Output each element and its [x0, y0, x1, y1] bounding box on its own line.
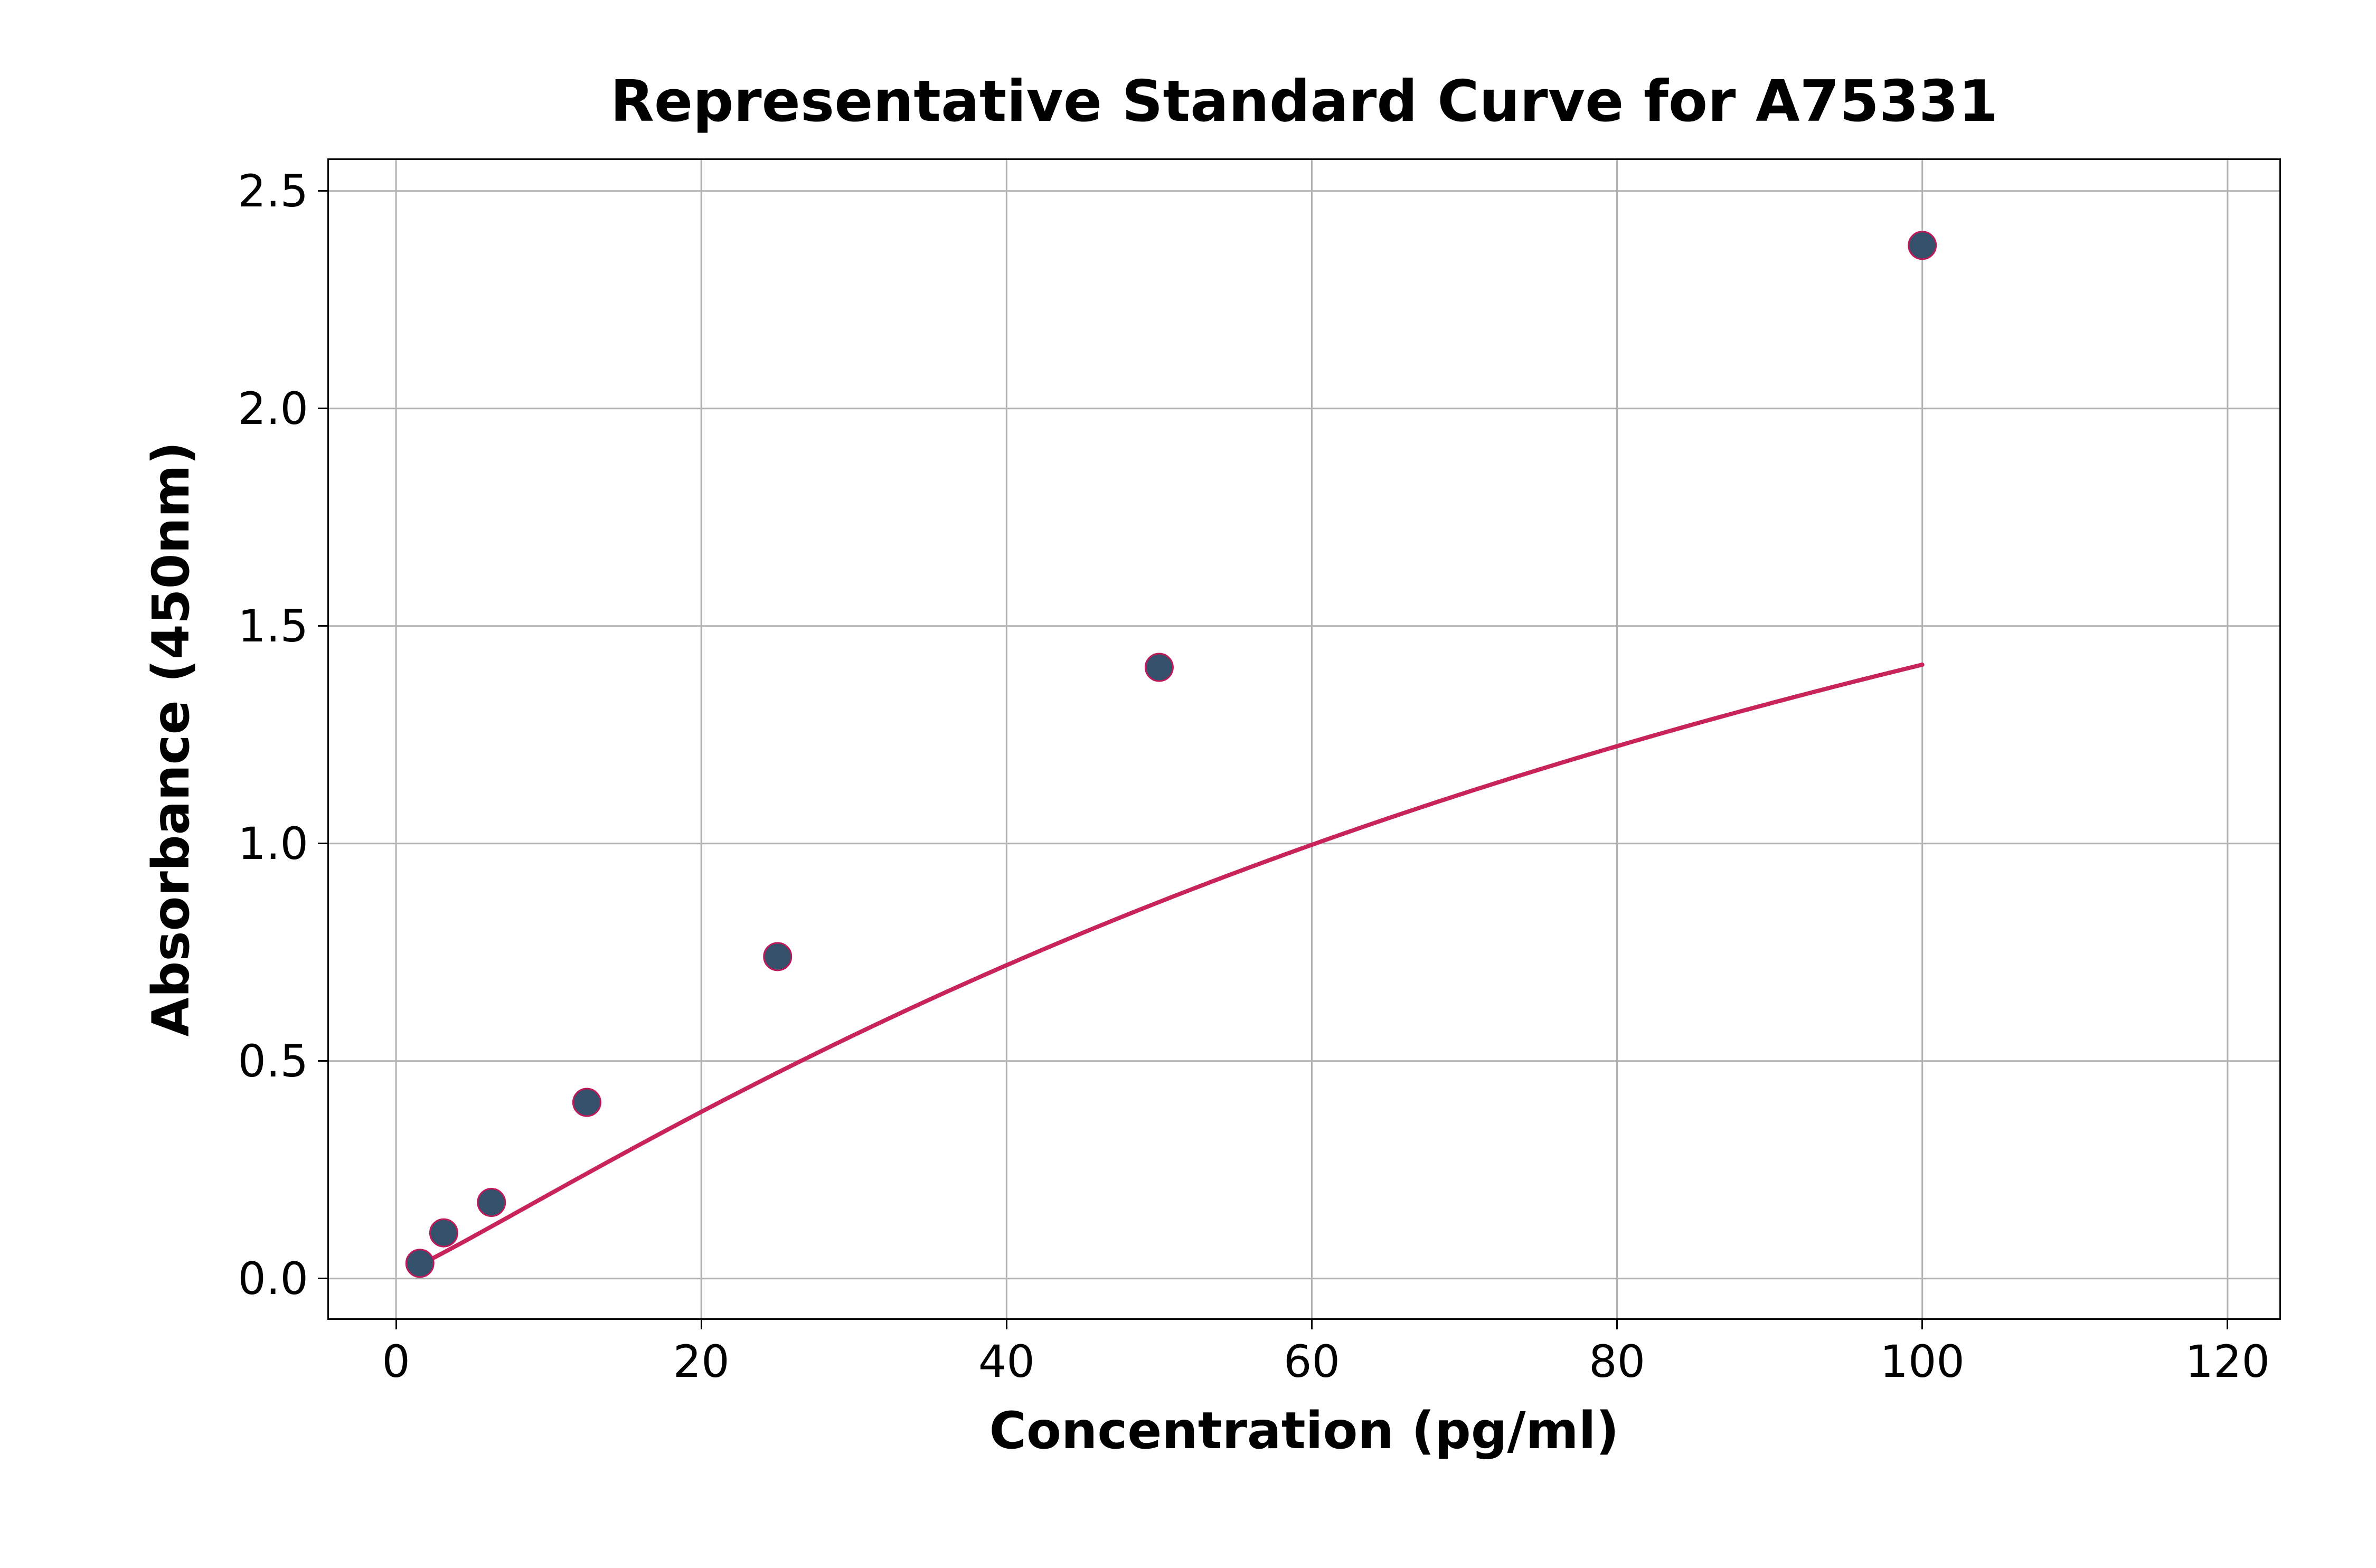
y-tick-label: 1.0	[238, 818, 308, 870]
y-tick-label: 1.5	[238, 600, 308, 652]
x-tick-label: 0	[382, 1336, 410, 1387]
y-tick-mark	[318, 190, 327, 192]
x-tick-mark	[395, 1320, 397, 1329]
y-tick-label: 0.0	[238, 1253, 308, 1305]
y-tick-label: 2.5	[238, 165, 308, 217]
y-tick-mark	[318, 1278, 327, 1279]
x-tick-label: 60	[1284, 1336, 1340, 1387]
y-tick-mark	[318, 625, 327, 627]
x-tick-label: 120	[2185, 1336, 2270, 1387]
data-point	[1145, 654, 1173, 681]
y-tick-mark	[318, 843, 327, 844]
x-axis-label: Concentration (pg/ml)	[989, 1401, 1619, 1460]
chart-title: Representative Standard Curve for A75331	[610, 69, 1998, 135]
y-axis-label: Absorbance (450nm)	[142, 441, 201, 1036]
y-tick-mark	[318, 1060, 327, 1062]
data-point	[573, 1089, 600, 1116]
x-tick-mark	[1616, 1320, 1618, 1329]
data-point	[1909, 232, 1936, 259]
chart-svg	[327, 158, 2281, 1320]
fit-curve	[420, 665, 1922, 1265]
x-tick-mark	[1311, 1320, 1313, 1329]
data-point	[478, 1189, 505, 1216]
x-tick-mark	[1921, 1320, 1923, 1329]
y-tick-label: 0.5	[238, 1035, 308, 1087]
data-point	[430, 1219, 457, 1246]
x-tick-label: 100	[1880, 1336, 1965, 1387]
y-tick-mark	[318, 408, 327, 409]
data-point	[406, 1250, 433, 1277]
y-tick-label: 2.0	[238, 383, 308, 434]
x-tick-mark	[1006, 1320, 1007, 1329]
x-tick-mark	[701, 1320, 702, 1329]
x-tick-mark	[2227, 1320, 2228, 1329]
x-tick-label: 80	[1589, 1336, 1645, 1387]
plot-area	[327, 158, 2281, 1320]
data-point	[764, 943, 791, 970]
x-tick-label: 40	[978, 1336, 1035, 1387]
x-tick-label: 20	[673, 1336, 730, 1387]
figure: Representative Standard Curve for A75331…	[0, 0, 2376, 1568]
